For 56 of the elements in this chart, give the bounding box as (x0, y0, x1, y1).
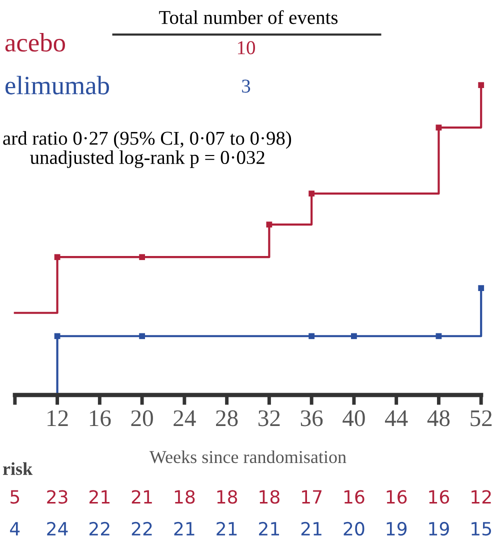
text: 15 (472, 522, 492, 536)
point (436, 124, 442, 130)
text: 23 (47, 490, 68, 504)
annotation: 3 (242, 80, 250, 93)
text: 10 (238, 41, 255, 54)
text: 5 (10, 490, 20, 504)
text: 21 (174, 522, 194, 536)
point (266, 222, 272, 228)
point (54, 254, 60, 260)
point (308, 333, 315, 340)
x-tick-label: 40 (342, 410, 365, 426)
text: 18 (260, 490, 280, 504)
text: 19 (386, 522, 407, 536)
point (478, 82, 484, 88)
text: 21 (132, 490, 152, 504)
point (478, 285, 484, 292)
point (139, 254, 145, 260)
x-tick-label: 32 (258, 410, 280, 426)
text: 18 (174, 490, 195, 504)
annotation: unadjusted log-rank p = 0·032 (30, 150, 264, 168)
text: 18 (217, 490, 238, 504)
text: 24 (47, 522, 68, 536)
point (351, 333, 357, 340)
text: 17 (302, 490, 322, 504)
x-tick-label: 16 (90, 410, 111, 426)
x-tick-label: 20 (131, 410, 153, 426)
text: risk (2, 462, 33, 476)
point (139, 333, 145, 340)
point (54, 333, 60, 340)
text: 21 (90, 490, 110, 504)
text: 20 (344, 522, 364, 536)
text: acebo (5, 33, 65, 52)
text: 21 (301, 522, 322, 536)
text: 16 (429, 490, 450, 504)
x-tick-label: 28 (216, 410, 238, 426)
x-tick-label: 44 (384, 410, 408, 426)
x-tick-label: 36 (300, 410, 323, 426)
point (436, 333, 442, 340)
text: 16 (386, 490, 407, 504)
annotation: ard ratio 0·27 (95% CI, 0·07 to 0·98) (3, 131, 292, 149)
text: elimumab (6, 76, 109, 94)
text: 19 (429, 522, 449, 536)
text: 21 (259, 522, 280, 536)
text: 4 (10, 522, 20, 536)
x-tick-label: 24 (174, 410, 196, 426)
point (308, 190, 315, 197)
text: 22 (90, 522, 110, 536)
x-tick-label: 12 (48, 410, 68, 426)
text: 22 (132, 522, 152, 536)
x-tick-label: 52 (470, 410, 492, 426)
text: Total number of events (159, 10, 338, 24)
text: 12 (472, 490, 491, 504)
x-tick-label: 48 (427, 410, 450, 426)
x-axis-title: Weeks since randomisation (149, 450, 346, 464)
text: 16 (344, 490, 364, 504)
text: 21 (216, 522, 237, 536)
